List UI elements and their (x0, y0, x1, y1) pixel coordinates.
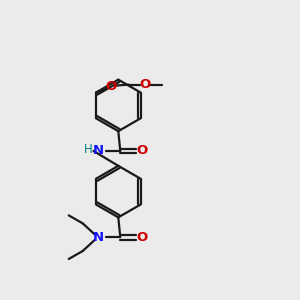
Text: O: O (136, 145, 148, 158)
Text: O: O (105, 80, 116, 93)
Text: O: O (139, 78, 150, 91)
Text: N: N (93, 231, 104, 244)
Text: N: N (93, 145, 104, 158)
Text: O: O (136, 231, 148, 244)
Text: H: H (84, 142, 93, 155)
